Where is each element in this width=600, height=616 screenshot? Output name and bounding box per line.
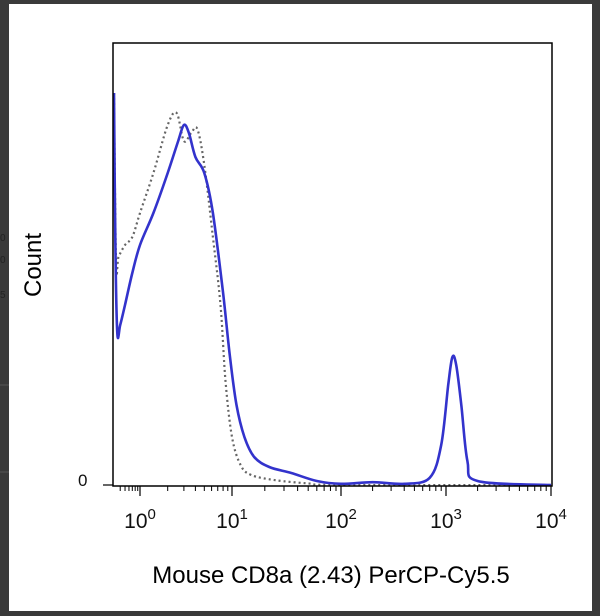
stained-series-line [112, 92, 552, 487]
x-axis-label: Mouse CD8a (2.43) PerCP-Cy5.5 [152, 562, 509, 589]
chart-frame [9, 4, 592, 611]
y-axis-label: Count [20, 233, 47, 297]
y-tick-zero: 0 [78, 471, 87, 490]
svg-text:0: 0 [0, 255, 6, 266]
x-tick-label: 100 [124, 506, 156, 533]
x-tick-label: 104 [535, 506, 567, 533]
x-tick-label: 103 [430, 506, 462, 533]
x-tick-label: 101 [216, 506, 248, 533]
svg-text:0: 0 [0, 233, 6, 244]
plot-border [112, 42, 553, 487]
control-series-line [112, 92, 552, 487]
x-tick-label: 102 [325, 506, 357, 533]
left-edge-fragment: 0 0 5 [0, 233, 9, 473]
svg-text:5: 5 [0, 290, 6, 301]
